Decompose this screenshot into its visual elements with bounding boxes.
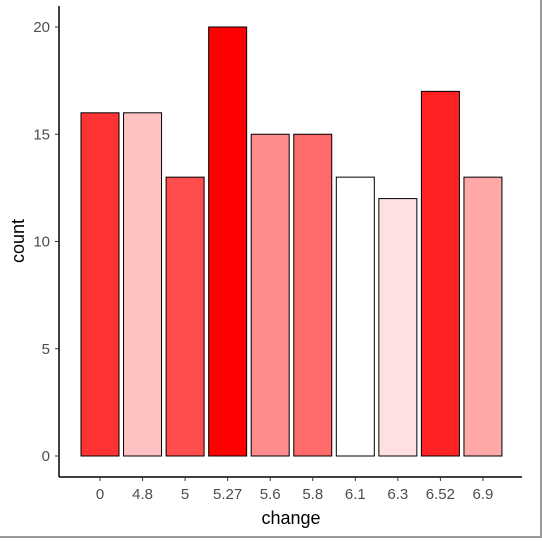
y-ticks-group: 0 5 10 15 20 (33, 19, 59, 465)
bars-group (80, 26, 503, 457)
x-tick-label: 0 (96, 486, 104, 503)
bar-6.52 (420, 90, 460, 457)
x-tick-label: 6.1 (345, 486, 366, 503)
bar-6.9 (463, 176, 503, 457)
y-tick-label: 15 (33, 126, 50, 143)
bar-4.8 (123, 112, 163, 457)
bar-5 (165, 176, 205, 457)
bar-5.8 (293, 133, 333, 457)
y-tick-label: 5 (42, 341, 50, 358)
x-tick-label: 5 (181, 486, 189, 503)
x-ticks-group: 0 4.8 5 5.27 5.6 5.8 6.1 6.3 6.52 6.9 (96, 477, 494, 503)
x-tick-label: 6.3 (387, 486, 408, 503)
x-tick-label: 6.9 (473, 486, 494, 503)
y-axis-title: count (8, 219, 28, 263)
bar-6.3 (378, 198, 418, 457)
y-tick-label: 20 (33, 19, 50, 36)
y-tick-label: 0 (42, 448, 50, 465)
x-tick-label: 5.27 (213, 486, 242, 503)
x-tick-label: 4.8 (132, 486, 153, 503)
bar-6.1 (335, 176, 375, 457)
x-tick-label: 6.52 (426, 486, 455, 503)
x-tick-label: 5.8 (302, 486, 323, 503)
bar-5.6 (250, 133, 290, 457)
bar-5.27 (208, 26, 248, 457)
x-tick-label: 5.6 (260, 486, 281, 503)
bar-0 (80, 112, 120, 457)
x-axis-title: change (261, 508, 320, 528)
y-tick-label: 10 (33, 234, 50, 251)
